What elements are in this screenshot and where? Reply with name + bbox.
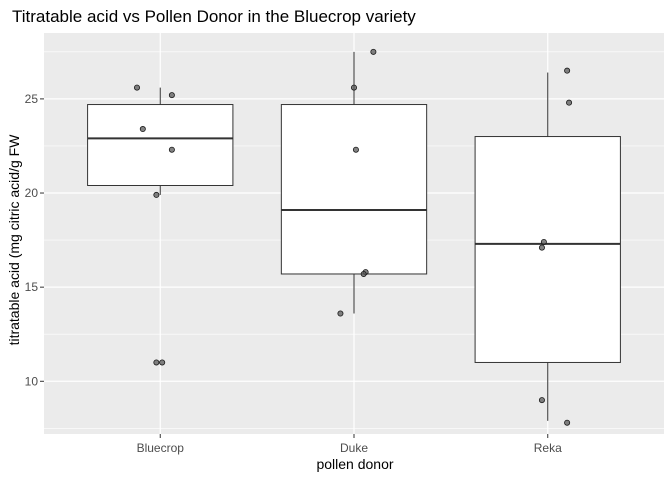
data-point [337, 310, 344, 317]
data-point [370, 48, 377, 55]
data-point [540, 238, 547, 245]
x-tick-label: Reka [534, 441, 562, 455]
data-point [168, 146, 175, 153]
data-point [538, 397, 545, 404]
x-axis-ticks: Bluecrop Duke Reka [137, 434, 562, 455]
data-point [538, 244, 545, 251]
y-tick-label: 20 [25, 186, 39, 200]
data-point [153, 359, 160, 366]
boxplot-reka [474, 72, 621, 421]
data-points [133, 48, 573, 426]
box-iqr [87, 104, 234, 186]
data-point [566, 99, 573, 106]
data-point [168, 92, 175, 99]
box-iqr [474, 136, 621, 363]
data-point [159, 359, 166, 366]
data-point [139, 126, 146, 133]
data-point [133, 84, 140, 91]
data-point [350, 84, 357, 91]
box-iqr [280, 104, 428, 275]
x-tick-label: Duke [340, 441, 368, 455]
y-axis-title: titratable acid (mg citric acid/g FW [6, 134, 22, 346]
boxplots [87, 51, 621, 421]
y-tick-label: 15 [25, 280, 39, 294]
boxplot-bluecrop [87, 87, 234, 195]
x-axis-title: pollen donor [316, 456, 393, 472]
chart-title: Titratable acid vs Pollen Donor in the B… [12, 7, 416, 26]
data-point [153, 191, 160, 198]
data-point [360, 270, 367, 277]
y-axis-ticks: 10 15 20 25 [25, 92, 44, 388]
boxplot-duke [280, 51, 428, 314]
y-tick-label: 10 [25, 374, 39, 388]
y-tick-label: 25 [25, 92, 39, 106]
x-tick-label: Bluecrop [137, 441, 185, 455]
data-point [564, 67, 571, 74]
data-point [352, 146, 359, 153]
data-point [564, 419, 571, 426]
